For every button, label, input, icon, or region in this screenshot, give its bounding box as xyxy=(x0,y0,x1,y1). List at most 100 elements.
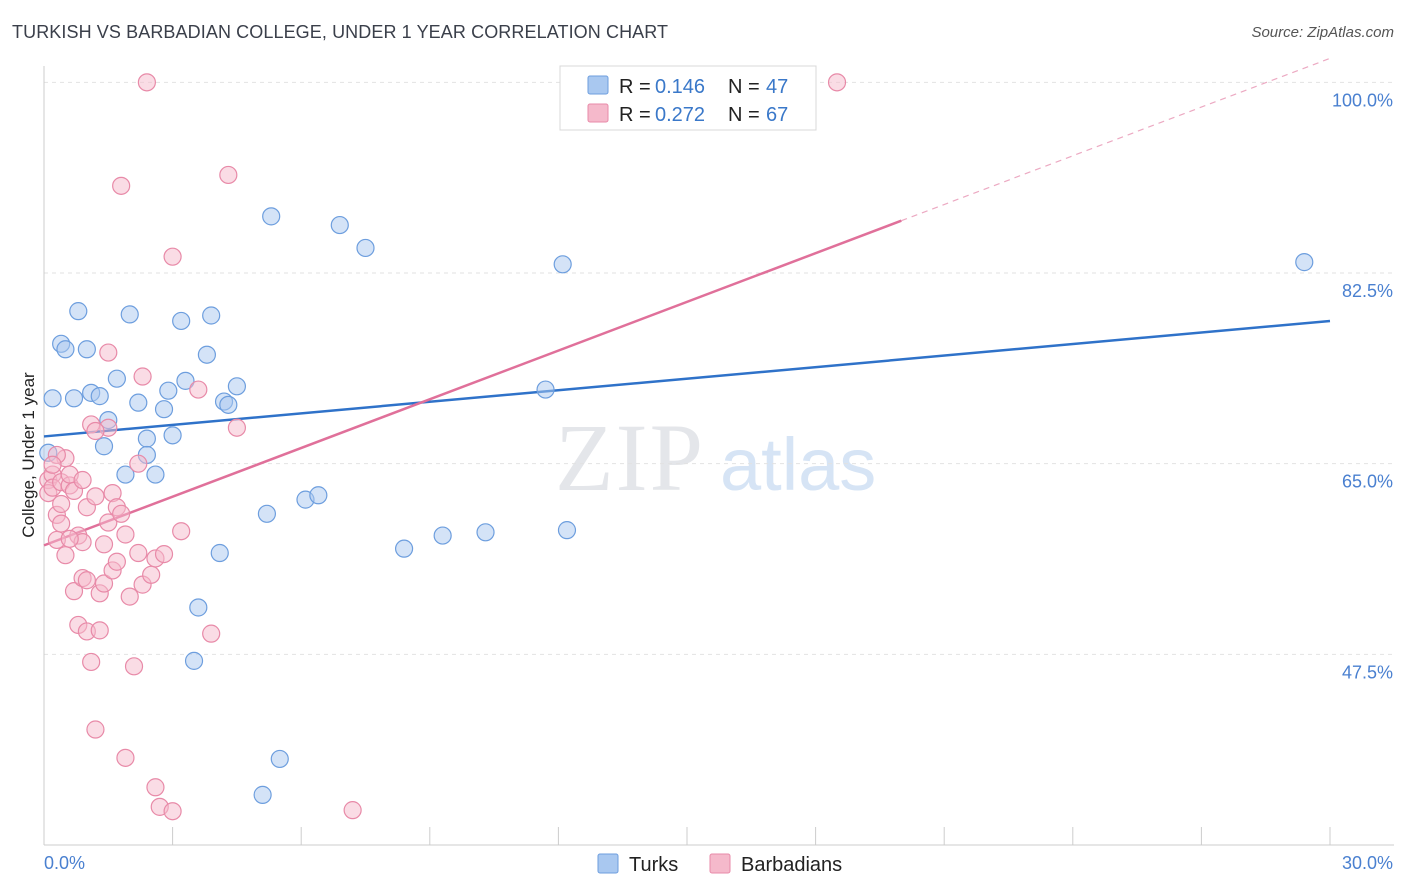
x-tick-label-0: 0.0% xyxy=(44,853,85,873)
tick-labels: 100.0% 82.5% 65.0% 47.5% 0.0% 30.0% xyxy=(44,90,1393,873)
turks-point-40 xyxy=(433,526,452,545)
bottom-legend-swatch-turks xyxy=(597,853,619,874)
barbadians-point-44 xyxy=(137,73,156,92)
turks-point-41 xyxy=(476,523,495,542)
barbadians-point-65 xyxy=(77,571,96,590)
turks-point-1 xyxy=(43,389,62,408)
barbadians-point-26 xyxy=(94,574,114,593)
turks-point-44 xyxy=(557,521,577,540)
barbadians-point-29 xyxy=(99,513,118,532)
legend-swatch-barbadians xyxy=(587,103,609,123)
barbadians-point-53 xyxy=(202,624,221,643)
legend-swatch-turks xyxy=(587,75,609,95)
y-tick-label-0: 100.0% xyxy=(1332,90,1393,110)
legend-n-value-turks: 47 xyxy=(766,76,788,98)
turks-point-39 xyxy=(394,539,414,558)
turks-point-12 xyxy=(116,465,135,484)
barbadians-point-23 xyxy=(86,720,105,739)
barbadians-point-13 xyxy=(64,582,84,601)
barbadians-point-49 xyxy=(163,802,182,821)
barbadians-point-52 xyxy=(189,380,208,399)
legend-r-label-barbadians: R = xyxy=(619,104,651,126)
barbadians-point-7 xyxy=(52,514,71,533)
trend-lines xyxy=(43,57,1331,547)
y-tick-label-2: 65.0% xyxy=(1342,472,1393,492)
turks-point-19 xyxy=(159,381,178,400)
barbadians-point-42 xyxy=(133,367,152,386)
legend-r-value-barbadians: 0.272 xyxy=(655,104,705,126)
barbadians-point-39 xyxy=(124,657,144,676)
barbadians-point-64 xyxy=(52,494,71,514)
turks-point-23 xyxy=(184,651,204,670)
barbadians-point-54 xyxy=(219,165,238,185)
x-tick-label-1: 30.0% xyxy=(1342,853,1393,873)
barbadians-point-48 xyxy=(154,545,174,564)
turks-point-11 xyxy=(107,369,126,388)
turks-point-18 xyxy=(154,400,174,419)
barbadians-point-38 xyxy=(120,587,139,606)
barbadians-point-36 xyxy=(116,525,135,544)
turks-point-36 xyxy=(309,486,328,505)
turks-point-5 xyxy=(69,302,88,321)
turks-point-34 xyxy=(270,749,289,769)
bottom-legend-swatch-barbadians xyxy=(709,853,731,874)
barbadians-point-34 xyxy=(107,552,126,571)
barbadians-point-66 xyxy=(43,455,62,474)
turks-point-37 xyxy=(330,215,349,235)
barbadians-point-27 xyxy=(94,535,114,554)
turks-point-46 xyxy=(1295,253,1314,272)
barbadians-point-63 xyxy=(142,565,161,584)
turks-point-38 xyxy=(356,238,375,258)
turks-point-21 xyxy=(172,311,191,331)
legend-n-label-turks: N = xyxy=(728,76,760,98)
barbadians-point-46 xyxy=(146,778,165,797)
watermark-zip: ZIP xyxy=(555,404,705,511)
barbadians-point-57 xyxy=(827,73,847,92)
y-tick-label-1: 82.5% xyxy=(1342,281,1393,301)
turks-point-27 xyxy=(210,543,229,563)
turks-point-15 xyxy=(137,429,156,448)
barbadians-point-22 xyxy=(86,487,105,506)
barbadians-point-35 xyxy=(112,176,131,195)
barbadians-point-51 xyxy=(172,522,191,541)
turks-point-43 xyxy=(553,255,572,274)
barbadians-point-41 xyxy=(129,543,148,563)
turks-point-25 xyxy=(197,345,216,364)
turks-trend-line xyxy=(43,319,1331,438)
turks-point-17 xyxy=(146,465,165,484)
legend-n-label-barbadians: N = xyxy=(728,104,760,126)
y-axis-label: College, Under 1 year xyxy=(19,372,38,538)
turks-point-4 xyxy=(64,389,84,408)
barbadians-point-50 xyxy=(163,247,182,266)
barbadians-point-25 xyxy=(90,621,109,640)
turks-point-9 xyxy=(94,437,114,456)
barbadians-point-30 xyxy=(99,343,118,362)
turks-point-33 xyxy=(262,207,281,226)
turks-point-29 xyxy=(219,395,238,414)
turks-point-20 xyxy=(163,426,182,445)
barbadians-point-55 xyxy=(227,418,246,437)
barbadians-point-60 xyxy=(73,470,92,490)
barbadians-point-59 xyxy=(60,529,79,548)
barbadians-point-37 xyxy=(116,748,135,767)
bottom-legend: Turks Barbadians xyxy=(597,853,842,876)
turks-point-30 xyxy=(227,377,246,396)
barbadians-point-56 xyxy=(343,801,362,820)
axes xyxy=(43,66,1394,846)
chart-title: TURKISH VS BARBADIAN COLLEGE, UNDER 1 YE… xyxy=(12,22,669,42)
turks-point-13 xyxy=(120,305,139,324)
turks-point-6 xyxy=(77,340,96,359)
barbadians-point-61 xyxy=(86,421,105,441)
data-points xyxy=(39,73,1314,821)
chart-source: Source: ZipAtlas.com xyxy=(1251,24,1394,41)
turks-point-24 xyxy=(189,598,208,617)
legend-r-label-turks: R = xyxy=(619,76,651,98)
turks-point-31 xyxy=(253,785,272,804)
barbadians-trend-line xyxy=(43,219,902,547)
grid-lines xyxy=(44,81,1394,655)
turks-point-22 xyxy=(176,371,195,390)
legend-n-value-barbadians: 67 xyxy=(766,104,788,126)
bottom-legend-label-turks: Turks xyxy=(629,854,678,876)
turks-point-8 xyxy=(90,387,109,406)
turks-point-3 xyxy=(56,340,75,359)
